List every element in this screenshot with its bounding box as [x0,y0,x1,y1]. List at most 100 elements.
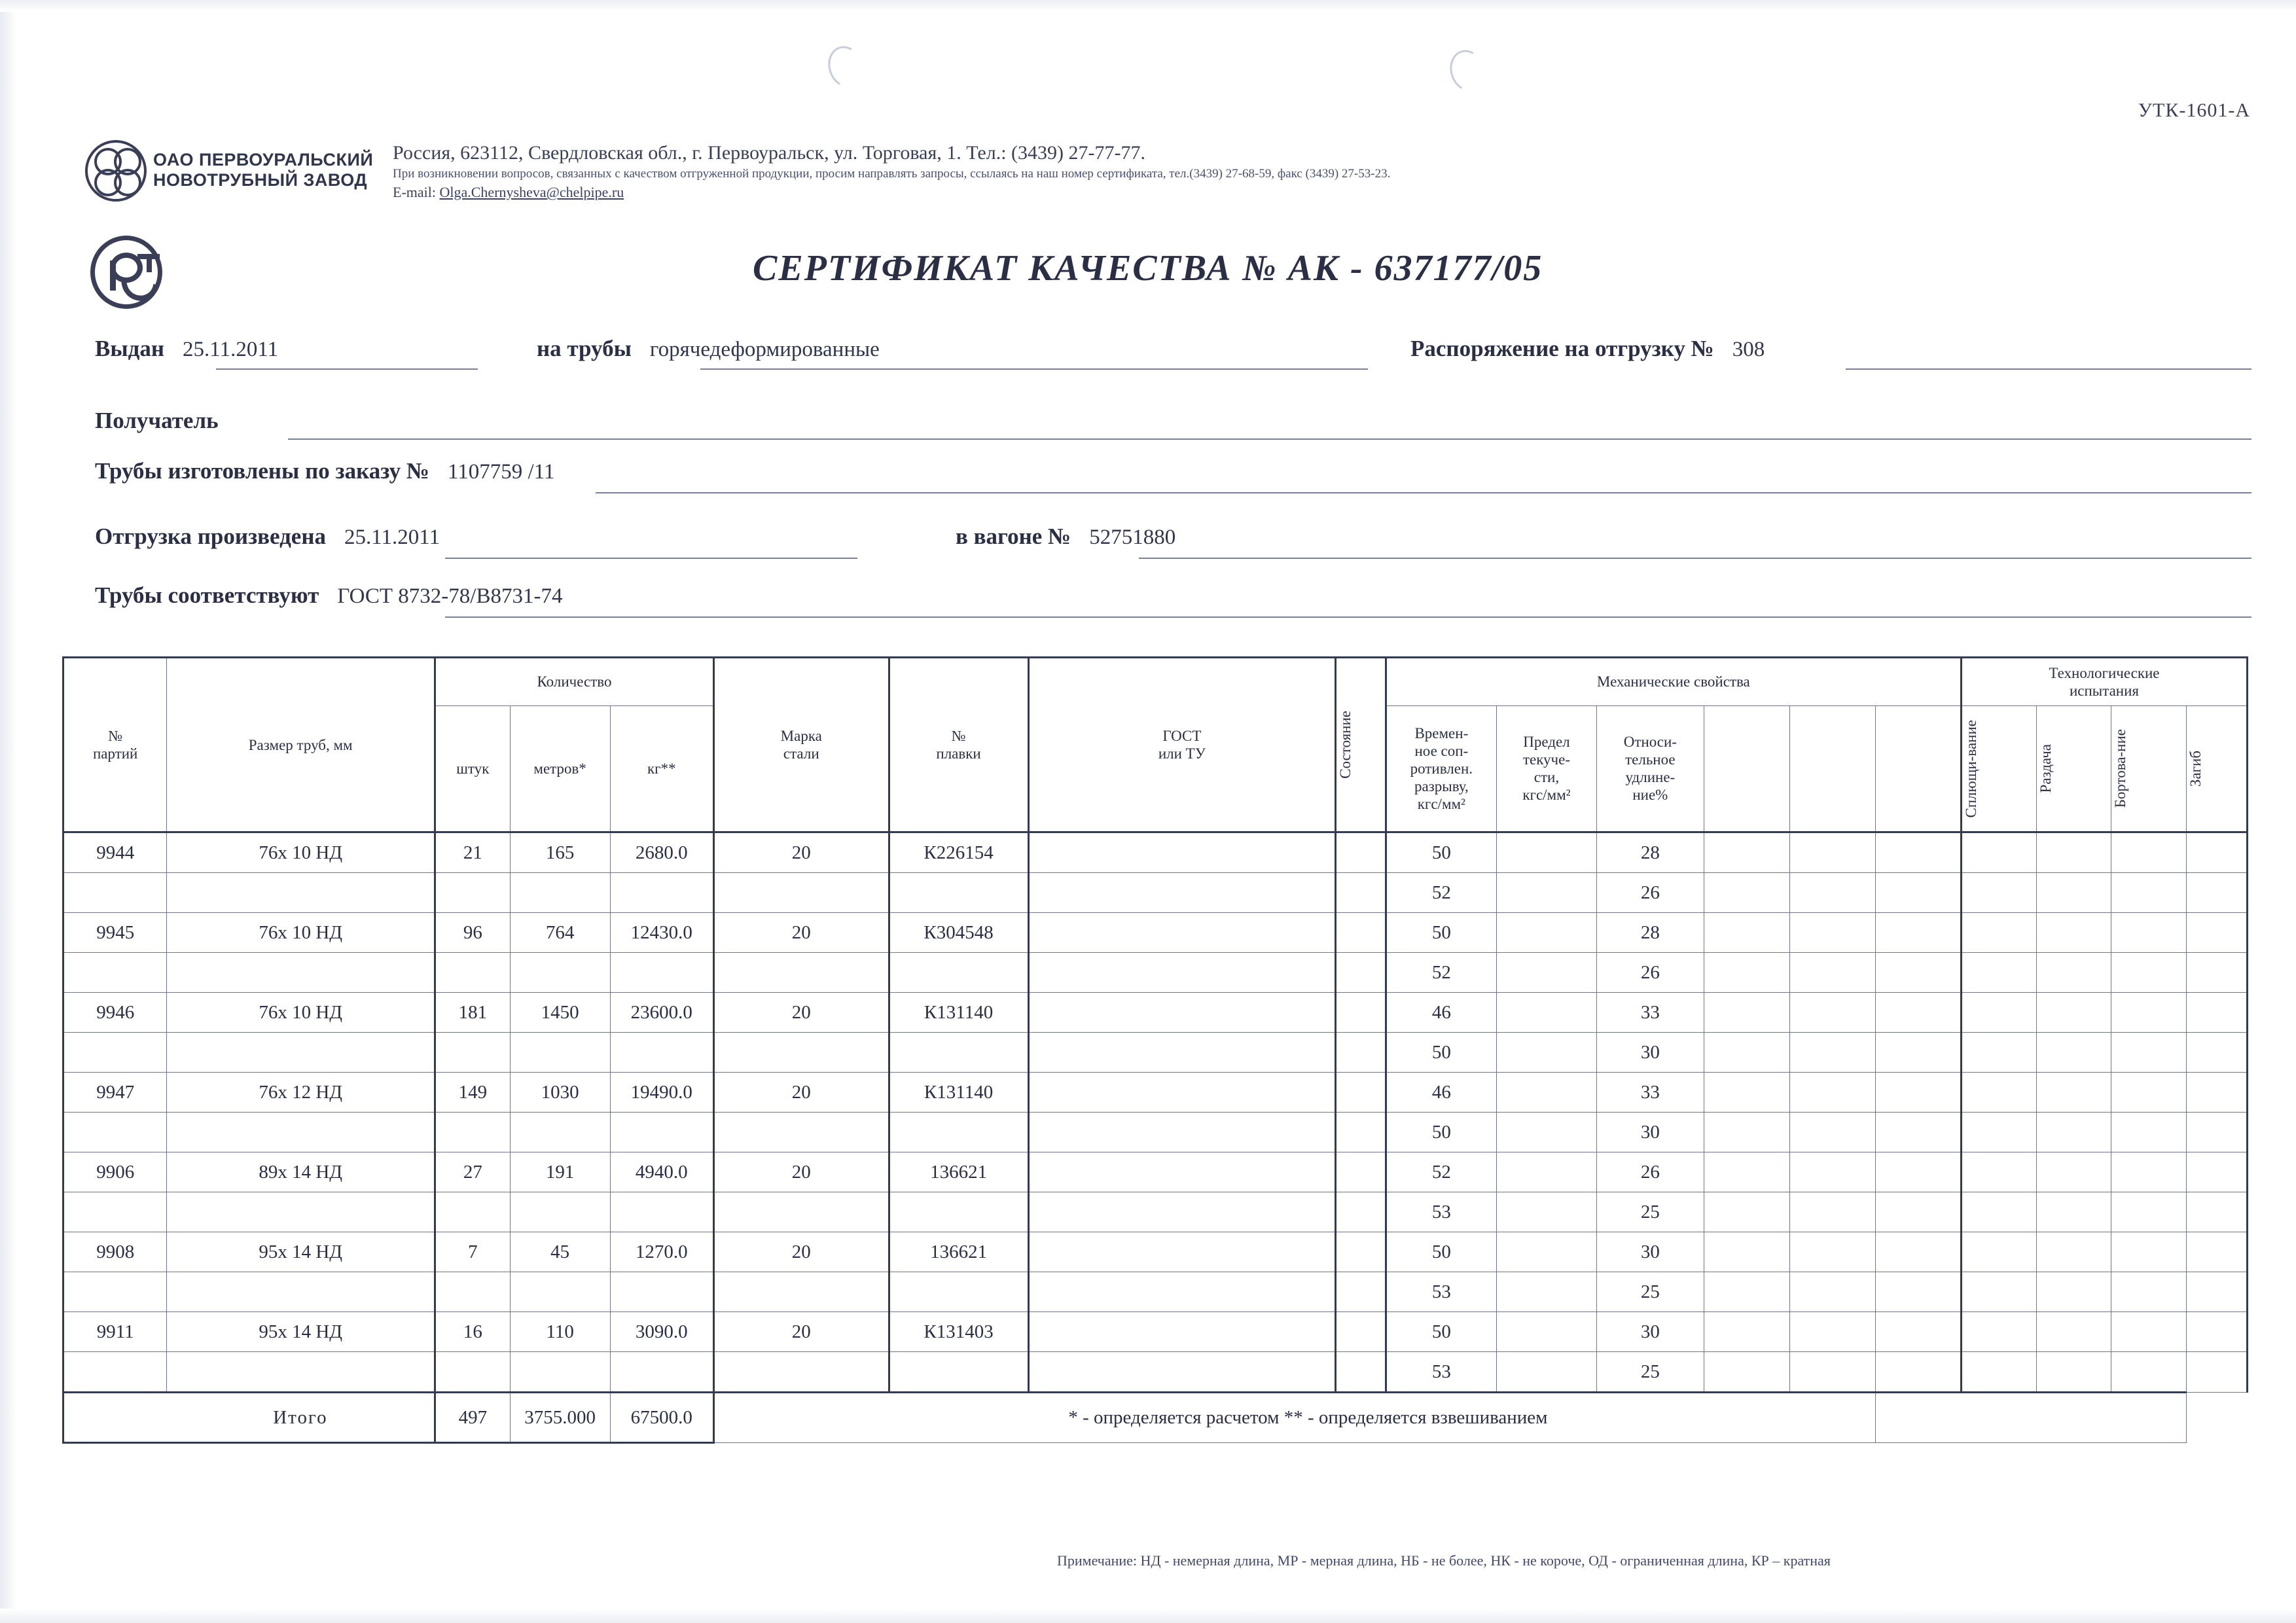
cell-mech-blank-1 [1703,912,1790,953]
cell-pipe-size-cont [166,1032,435,1073]
cell-yield-2 [1496,952,1597,993]
certificate-table: № партий Размер труб, мм Количество Марк… [62,656,2249,1444]
issued-value[interactable]: 25.11.2011 [183,338,279,361]
cell-expansion-cont [2036,1192,2112,1232]
cell-pipe-size-cont [166,1112,435,1152]
table-row-continuation: 52 26 [62,872,2248,913]
shipment-date-value[interactable]: 25.11.2011 [344,526,440,549]
cell-mech-blank-1-cont [1703,1351,1790,1393]
cell-condition-cont [1335,1032,1386,1073]
standard-value[interactable]: ГОСТ 8732-78/В8731-74 [337,584,563,608]
table-row: 9947 76х 12 НД 149 1030 19490.0 20 К131140 46 33 [62,1072,2248,1113]
cell-heat-number: К304548 [888,912,1029,953]
col-mech-blank-1 [1703,705,1790,834]
cell-gost-cont [1027,1032,1336,1073]
cell-mech-blank-2 [1789,1152,1876,1192]
cell-heat-number: 136621 [888,1152,1029,1192]
cell-condition-cont [1335,1351,1386,1393]
cell-flanging-cont [2111,1032,2187,1073]
cell-kg: 4940.0 [609,1152,714,1192]
cell-mech-blank-3 [1874,1232,1962,1272]
total-meters: 3755.000 [509,1391,611,1444]
cell-steel-grade-cont [712,1112,889,1152]
cell-gost-cont [1027,1272,1336,1312]
cell-mech-blank-3 [1874,832,1962,873]
col-flattening: Сплющи-вание [1960,705,2037,834]
cell-pieces-cont [433,1192,511,1232]
total-label: Итого [166,1391,435,1444]
wagon-value[interactable]: 52751880 [1089,526,1176,549]
cell-pipe-size: 76х 10 НД [166,832,435,873]
rst-certification-mark-icon [90,234,166,309]
col-mechanical-properties-group: Механические свойства [1384,656,1962,706]
cell-mech-blank-2 [1789,1072,1876,1113]
order-number-label: Трубы изготовлены по заказу № [95,458,430,484]
cell-flanging [2111,1232,2187,1272]
punch-hole-icon [1444,45,1490,96]
cell-pieces-cont [433,1112,511,1152]
cell-expansion [2036,912,2112,953]
cell-yield-2 [1496,1351,1597,1393]
cell-condition-cont [1335,1112,1386,1152]
cell-tensile: 52 [1384,1152,1498,1192]
email-link[interactable]: Olga.Chernysheva@chelpipe.ru [439,184,624,200]
col-quantity-group: Количество [433,656,714,706]
cell-mech-blank-1-cont [1703,952,1790,993]
cell-meters: 1450 [509,992,611,1033]
col-flanging: Бортова-ние [2111,705,2187,834]
pipes-label: на трубы [537,336,632,361]
cell-mech-blank-1-cont [1703,1272,1790,1312]
cell-mech-blank-1 [1703,992,1790,1033]
cell-kg: 3090.0 [609,1311,714,1352]
bottom-note: Примечание: НД - немерная длина, МР - ме… [1057,1552,1831,1569]
cell-flanging-cont [2111,872,2187,913]
col-expansion: Раздача [2036,705,2112,834]
cell-elongation: 30 [1596,1232,1704,1272]
cell-bending-cont [2186,1112,2248,1152]
recipient-label: Получатель [95,408,219,433]
cell-pieces-cont [433,1032,511,1073]
cell-mech-blank-1 [1703,1072,1790,1113]
total-kg: 67500.0 [609,1391,715,1444]
scan-edge-top [0,0,2296,12]
col-elongation: Относи-тельное удлине-ние% [1596,705,1704,834]
cell-bending [2186,1152,2248,1192]
cell-mech-blank-3-cont [1874,952,1962,993]
cell-steel-grade: 20 [712,1152,889,1192]
cell-bending [2186,832,2248,873]
table-total-row: Итого 497 3755.000 67500.0 * - определяе… [62,1391,2248,1444]
cell-tensile: 46 [1384,992,1498,1033]
shipping-order-value[interactable]: 308 [1732,338,1765,361]
cell-expansion-cont [2036,1112,2112,1152]
pipes-value[interactable]: горячедеформированные [649,338,880,361]
cell-elongation: 33 [1596,1072,1704,1113]
col-mech-blank-3 [1874,705,1962,834]
cell-lot-number: 9911 [62,1311,168,1352]
cell-elongation-2: 30 [1596,1112,1704,1152]
cell-heat-number-cont [888,1192,1029,1232]
cell-kg-cont [609,872,714,913]
cell-yield [1496,1072,1597,1113]
cell-mech-blank-2 [1789,1232,1876,1272]
cell-kg: 2680.0 [609,832,714,873]
cell-yield [1496,1311,1597,1352]
cell-mech-blank-1 [1703,1152,1790,1192]
cell-flattening [1960,1232,2037,1272]
cell-mech-blank-2-cont [1789,1192,1876,1232]
cell-steel-grade: 20 [712,1232,889,1272]
cell-tensile-2: 52 [1384,952,1498,993]
cell-tensile: 50 [1384,832,1498,873]
order-number-value[interactable]: 1107759 /11 [448,460,555,484]
col-mech-blank-2 [1789,705,1876,834]
cell-gost-cont [1027,1351,1336,1393]
company-contact-note: При возникновении вопросов, связанных с … [393,167,1391,181]
cell-gost [1027,1152,1336,1192]
cell-tensile: 50 [1384,1232,1498,1272]
cell-elongation-2: 26 [1596,952,1704,993]
table-row: 9906 89х 14 НД 27 191 4940.0 20 136621 52 26 [62,1152,2248,1192]
cell-gost-cont [1027,1112,1336,1152]
cell-yield-2 [1496,1032,1597,1073]
cell-bending-cont [2186,1032,2248,1073]
cell-flattening-cont [1960,1192,2037,1232]
cell-pieces-cont [433,872,511,913]
